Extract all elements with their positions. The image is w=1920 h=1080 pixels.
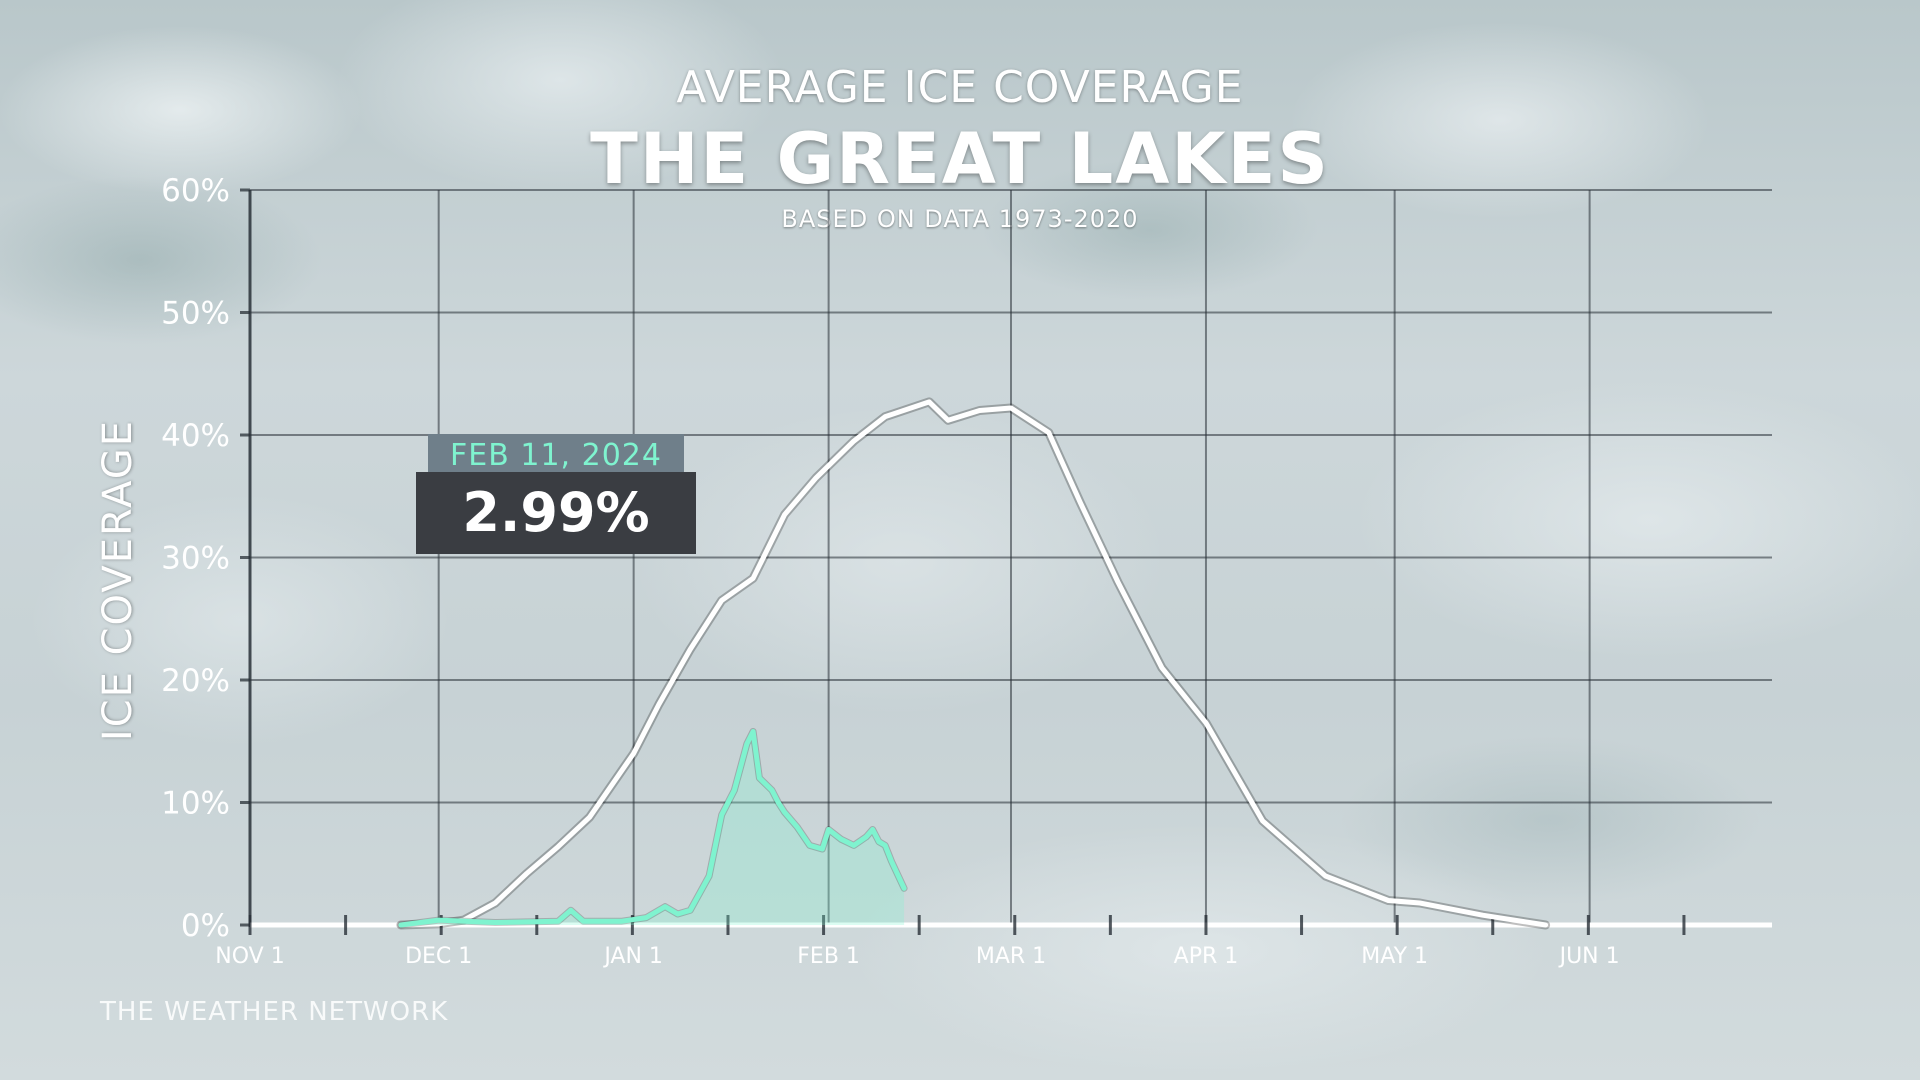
y-tick-label: 0% — [181, 908, 230, 944]
chart-supertitle: AVERAGE ICE COVERAGE — [676, 62, 1244, 113]
series-line-2024 — [398, 729, 907, 928]
source-credit: THE WEATHER NETWORK — [100, 997, 449, 1027]
chart-subtitle: BASED ON DATA 1973-2020 — [781, 205, 1139, 233]
y-tick-label: 50% — [161, 296, 230, 332]
x-tick-label: APR 1 — [1174, 944, 1239, 969]
y-tick-label: 10% — [161, 786, 230, 822]
y-tick-label: 60% — [161, 173, 230, 209]
callout-value: 2.99% — [416, 472, 696, 554]
x-tick-label: MAR 1 — [976, 944, 1046, 969]
x-tick-label: JAN 1 — [602, 944, 663, 969]
x-tick-label: JUN 1 — [1558, 944, 1620, 969]
callout-date: FEB 11, 2024 — [428, 434, 684, 478]
series-area-2024 — [400, 731, 905, 925]
y-tick-label: 30% — [161, 541, 230, 577]
grid-lines — [248, 189, 1772, 928]
x-tick-label: MAY 1 — [1361, 944, 1428, 969]
y-tick-label: 20% — [161, 663, 230, 699]
y-tick-label: 40% — [161, 418, 230, 454]
y-axis-ticks: 0% 10% 20% 30% 40% 50% 60% — [161, 173, 250, 944]
series-lines — [396, 397, 1551, 930]
series-line-average — [398, 399, 1549, 928]
x-tick-label: FEB 1 — [797, 944, 860, 969]
x-tick-label: DEC 1 — [405, 944, 472, 969]
chart-title: THE GREAT LAKES — [590, 118, 1330, 200]
x-tick-label: NOV 1 — [215, 944, 284, 969]
